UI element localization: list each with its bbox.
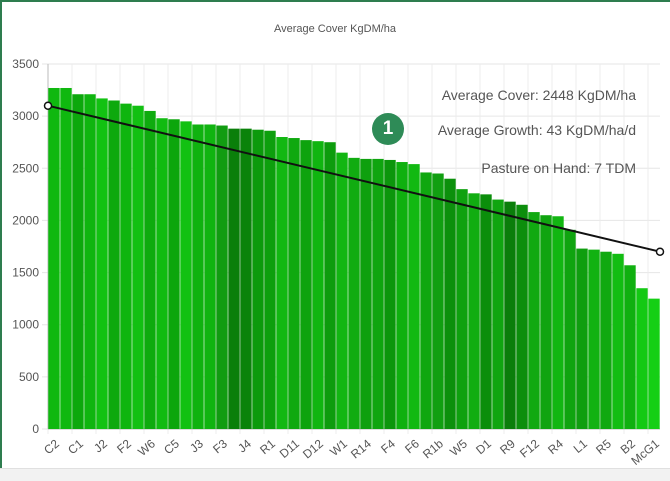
bar-C2 [48,87,60,429]
bar-W3 [252,129,264,429]
bar-C4 [156,118,168,429]
x-tick-label: J4 [235,436,254,455]
bar-L1 [576,248,588,429]
bar-C3 [60,87,72,429]
x-tick-label: C5 [161,436,182,457]
pasture-on-hand-stat: Pasture on Hand: 7 TDM [481,160,636,176]
y-tick-label: 1500 [12,266,39,280]
bar-W2 [324,142,336,429]
y-tick-label: 1000 [12,318,39,332]
x-tick-label: D12 [300,436,326,461]
bar-C1 [72,94,84,429]
x-tick-label: R1 [257,436,278,457]
bar-C5 [168,119,180,430]
bar-B1 [612,253,624,429]
y-tick-label: 0 [32,422,39,436]
x-tick-label: R4 [545,436,566,457]
bar-F12 [528,212,540,429]
x-tick-label: C2 [41,436,62,457]
x-tick-label: F4 [378,436,398,456]
x-tick-label: W6 [135,436,158,459]
x-tick-label: F12 [517,436,542,460]
x-tick-label: C1 [65,436,86,457]
chart-title: Average Cover KgDM/ha [273,23,397,35]
bar-R11 [420,172,432,429]
x-tick-label: F2 [114,436,134,456]
bar-R7 [588,249,600,429]
x-tick-label: D1 [473,436,494,457]
bar-D11 [288,138,300,430]
bar-J2 [96,98,108,430]
bar-D12 [312,141,324,429]
bar-W4 [444,178,456,429]
bar-F6 [408,164,420,429]
x-tick-label: W1 [327,436,350,459]
bar-L2 [564,229,576,429]
bar-R5 [600,251,612,429]
bar-F5 [372,158,384,429]
x-tick-label: D11 [277,436,302,461]
bar-F1 [108,100,120,429]
bar-D1 [480,194,492,429]
bar-R6 [540,215,552,429]
x-tick-label: McG1 [628,436,662,468]
trend-line [47,104,661,253]
frame-left-edge [0,0,2,480]
trend-line-start-point [43,101,53,110]
bar-R2 [276,137,288,429]
bar-F4 [384,159,396,429]
bar-R1b [432,173,444,429]
bar-J3 [192,124,204,429]
x-tick-label: F3 [210,436,230,456]
bar-F2 [120,103,132,429]
bar-W7 [132,105,144,429]
bar-R12 [396,162,408,429]
y-tick-label: 2000 [12,213,39,227]
bar-J7 [228,128,240,429]
bar-W6 [144,110,156,429]
x-tick-label: L1 [571,436,590,456]
average-growth-stat: Average Growth: 43 KgDM/ha/d [437,122,636,138]
bar-F3 [216,125,228,430]
bar-D2 [492,199,504,429]
x-tick-label: R5 [593,436,614,457]
bar-J5 [180,121,192,429]
bar-W1 [336,152,348,429]
x-tick-label: F6 [402,436,422,456]
bar-W5 [456,189,468,429]
bar-J6 [204,124,216,429]
step-badge[interactable]: 1 [372,113,404,145]
bar-R4 [552,216,564,429]
bar-McG1 [648,298,660,429]
bar-D13 [300,140,312,429]
bar-R3 [468,193,480,429]
bar-McG2 [636,288,648,429]
x-tick-label: J3 [187,436,206,455]
bar-B2 [624,265,636,429]
trend-line-end-point [655,247,665,256]
y-tick-label: 2500 [12,161,39,175]
bar-J4 [240,128,252,429]
bar-R1 [264,130,276,429]
y-tick-label: 500 [19,370,39,384]
x-tick-label: J2 [91,436,110,455]
average-cover-stat: Average Cover: 2448 KgDM/ha [441,87,636,103]
x-tick-label: R14 [348,436,374,461]
bar-R9 [504,201,516,429]
bar-R10 [516,204,528,429]
bar-R13 [348,157,360,429]
bar-J1 [84,94,96,429]
bar-R14 [360,158,372,429]
y-tick-label: 3500 [12,57,39,71]
x-tick-label: W5 [447,436,470,459]
x-tick-label: R9 [497,436,518,457]
x-tick-label: R1b [420,436,446,461]
bottom-scroll-area [0,468,670,481]
y-tick-label: 3000 [12,109,39,123]
